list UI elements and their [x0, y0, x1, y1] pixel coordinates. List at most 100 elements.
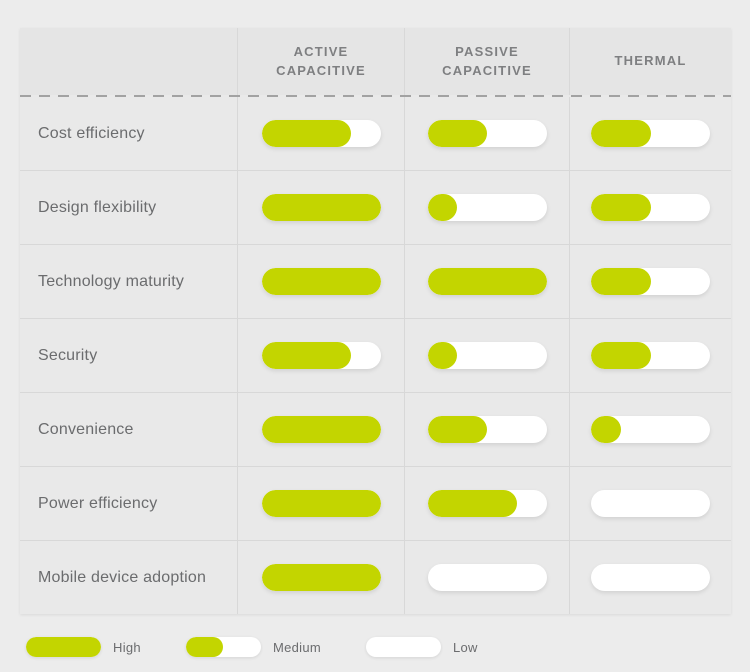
row-label-cell: Security: [20, 319, 237, 392]
rating-pill: [261, 120, 381, 147]
rating-pill-fill: [427, 268, 547, 295]
rating-pill: [427, 564, 547, 591]
rating-pill-fill: [261, 268, 381, 295]
rating-cell: [404, 319, 569, 392]
row-label: Security: [38, 346, 98, 364]
column-header-active-capacitive: ACTIVE CAPACITIVE: [237, 28, 404, 95]
rating-cell: [237, 393, 404, 466]
legend-pill-fill: [26, 637, 101, 657]
rating-pill-fill: [261, 194, 381, 221]
rating-cell: [569, 319, 731, 392]
legend-pill: [185, 637, 261, 657]
legend-label: Low: [452, 639, 478, 655]
rating-cell: [404, 467, 569, 540]
table-row: Technology maturity: [20, 244, 731, 318]
legend-item: Medium: [185, 637, 321, 657]
row-label: Mobile device adoption: [38, 568, 207, 586]
rating-cell: [404, 541, 569, 614]
rating-pill-fill: [261, 564, 381, 591]
rating-pill: [261, 342, 381, 369]
rating-pill: [591, 268, 710, 295]
row-label-cell: Cost efficiency: [20, 97, 237, 170]
rating-pill-fill: [427, 416, 487, 443]
rating-cell: [404, 393, 569, 466]
rating-pill: [427, 416, 547, 443]
table-row: Mobile device adoption: [20, 540, 731, 614]
rating-cell: [237, 97, 404, 170]
rating-cell: [404, 171, 569, 244]
rating-pill-fill: [261, 490, 381, 517]
rating-pill-fill: [427, 342, 458, 369]
rating-cell: [237, 319, 404, 392]
rating-cell: [404, 97, 569, 170]
table-body: Cost efficiency Design flexibility Technol…: [20, 97, 731, 614]
rating-pill: [591, 416, 710, 443]
rating-pill-fill: [261, 416, 381, 443]
rating-cell: [569, 541, 731, 614]
table-row: Cost efficiency: [20, 97, 731, 170]
legend-item: High: [26, 637, 141, 657]
rating-pill: [591, 342, 710, 369]
rating-pill-fill: [591, 120, 651, 147]
rating-pill: [261, 490, 381, 517]
row-label-cell: Convenience: [20, 393, 237, 466]
rating-pill: [427, 194, 547, 221]
comparison-table: ACTIVE CAPACITIVE PASSIVE CAPACITIVE THE…: [20, 28, 731, 614]
column-header-label: ACTIVE CAPACITIVE: [276, 43, 366, 78]
rating-pill-fill: [591, 416, 621, 443]
row-label-cell: Mobile device adoption: [20, 541, 237, 614]
rating-pill: [427, 342, 547, 369]
row-label: Convenience: [38, 420, 134, 438]
column-header-label: PASSIVE CAPACITIVE: [442, 43, 532, 78]
rating-cell: [569, 245, 731, 318]
rating-cell: [237, 171, 404, 244]
row-label: Cost efficiency: [38, 124, 145, 142]
rating-cell: [569, 97, 731, 170]
table-header-row: ACTIVE CAPACITIVE PASSIVE CAPACITIVE THE…: [20, 28, 731, 95]
column-header-label: THERMAL: [614, 53, 687, 69]
row-label: Technology maturity: [38, 272, 185, 290]
rating-pill: [261, 194, 381, 221]
rating-pill: [591, 120, 710, 147]
legend-label: Medium: [272, 639, 321, 655]
rating-pill-fill: [427, 490, 517, 517]
rating-pill: [427, 490, 547, 517]
column-header-thermal: THERMAL: [569, 28, 731, 95]
legend-pill: [26, 637, 101, 657]
row-label-cell: Technology maturity: [20, 245, 237, 318]
header-dashed-divider: [20, 95, 731, 97]
table-row: Security: [20, 318, 731, 392]
rating-cell: [569, 467, 731, 540]
table-row: Design flexibility: [20, 170, 731, 244]
legend-pill-fill: [185, 637, 224, 657]
rating-pill: [427, 268, 547, 295]
rating-pill: [591, 490, 710, 517]
corner-empty-cell: [20, 28, 237, 95]
rating-pill-fill: [591, 268, 651, 295]
rating-pill-fill: [261, 342, 351, 369]
rating-pill: [591, 564, 710, 591]
rating-pill-fill: [591, 194, 651, 221]
rating-pill: [261, 268, 381, 295]
row-label: Design flexibility: [38, 198, 157, 216]
legend: High Medium Low: [26, 637, 523, 657]
row-label-cell: Power efficiency: [20, 467, 237, 540]
rating-cell: [569, 171, 731, 244]
row-label: Power efficiency: [38, 494, 158, 512]
rating-pill: [261, 416, 381, 443]
legend-label: High: [113, 639, 141, 655]
rating-pill: [427, 120, 547, 147]
legend-item: Low: [365, 637, 478, 657]
rating-pill: [261, 564, 381, 591]
rating-pill-fill: [427, 120, 487, 147]
rating-cell: [237, 467, 404, 540]
legend-pill: [365, 637, 441, 657]
rating-pill-fill: [427, 194, 458, 221]
table-row: Convenience: [20, 392, 731, 466]
rating-cell: [237, 245, 404, 318]
rating-pill-fill: [591, 342, 651, 369]
rating-cell: [404, 245, 569, 318]
table-row: Power efficiency: [20, 466, 731, 540]
